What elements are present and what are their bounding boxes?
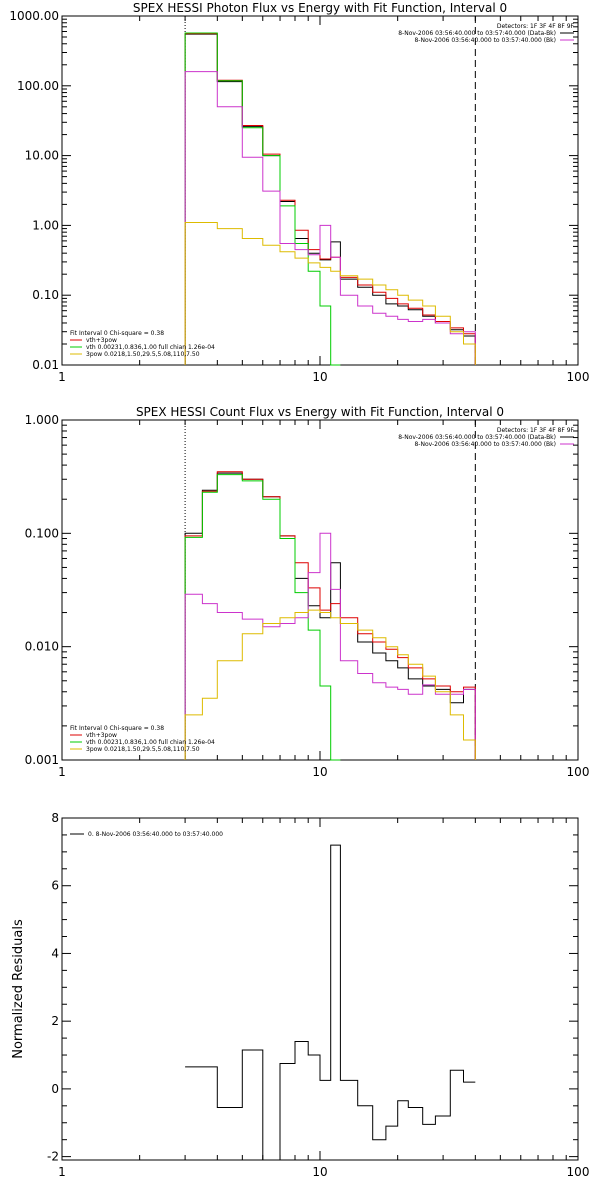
- x-tick-label: 100: [567, 370, 590, 384]
- series-line: [184, 222, 476, 365]
- legend-bottom-text: vth+3pow: [86, 337, 117, 344]
- y-tick-label: 1.000: [25, 413, 59, 427]
- y-tick-label: -2: [47, 1150, 59, 1164]
- legend-bottom-text: 3pow 0.0218,1.50,29.5,5.08,110,7.50: [86, 746, 200, 753]
- y-tick-label: 10.00: [25, 149, 59, 163]
- y-tick-label: 0.001: [25, 753, 59, 767]
- series-line: [184, 532, 476, 760]
- y-tick-label: 8: [51, 811, 59, 825]
- legend-top-text: 8-Nov-2006 03:56:40.000 to 03:57:40.000 …: [414, 441, 556, 448]
- y-tick-label: 0: [51, 1082, 59, 1096]
- residuals-chart: Normalized Residuals 1 10 100 -2 0 2 4 6 8 0. 8-No…: [11, 811, 589, 1179]
- legend-bottom-text: 3pow 0.0218,1.50,29.5,5.08,110,7.50: [86, 351, 200, 358]
- x-tick-label: 1: [58, 765, 66, 779]
- chart-title: SPEX HESSI Count Flux vs Energy with Fit…: [136, 405, 504, 419]
- count-flux-chart: SPEX HESSI Count Flux vs Energy with Fit…: [25, 405, 590, 779]
- legend-top-text: 8-Nov-2006 03:56:40.000 to 03:57:40.000 …: [398, 30, 556, 37]
- legend-bottom-text: vth 0.00231,0.836,1.00 full chian 1.26e-…: [86, 344, 215, 351]
- legend-top-text: 8-Nov-2006 03:56:40.000 to 03:57:40.000 …: [414, 37, 556, 44]
- y-axis-label: Normalized Residuals: [11, 919, 26, 1059]
- plot-frame: [61, 15, 579, 366]
- y-tick-label: 4: [51, 946, 59, 960]
- series-line: [185, 844, 476, 1161]
- series-line: [184, 32, 341, 366]
- y-tick-label: 0.010: [25, 640, 59, 654]
- legend-bottom-text: Fit Interval 0 Chi-square = 0.38: [70, 725, 164, 732]
- plot-frame: [61, 817, 579, 1161]
- x-tick-label: 10: [312, 765, 327, 779]
- y-tick-label: 0.100: [25, 526, 59, 540]
- y-tick-label: 0.01: [32, 358, 59, 372]
- legend-text: 0. 8-Nov-2006 03:56:40.000 to 03:57:40.0…: [88, 831, 223, 838]
- x-tick-label: 1: [58, 370, 66, 384]
- x-tick-label: 100: [567, 765, 590, 779]
- legend-top-text: Detectors: 1F 3F 4F 8F 9F: [497, 427, 575, 434]
- y-tick-label: 0.10: [32, 288, 59, 302]
- y-tick-label: 2: [51, 1014, 59, 1028]
- x-tick-label: 10: [312, 1165, 327, 1179]
- legend-top-text: 8-Nov-2006 03:56:40.000 to 03:57:40.000 …: [398, 434, 556, 441]
- y-tick-label: 1.00: [32, 218, 59, 232]
- x-tick-label: 1: [58, 1165, 66, 1179]
- y-tick-label: 6: [51, 879, 59, 893]
- x-tick-label: 100: [567, 1165, 590, 1179]
- series-line: [184, 609, 476, 760]
- x-tick-label: 10: [312, 370, 327, 384]
- plot-frame: [61, 419, 579, 761]
- photon-flux-chart: SPEX HESSI Photon Flux vs Energy with Fi…: [9, 1, 589, 384]
- chart-title: SPEX HESSI Photon Flux vs Energy with Fi…: [133, 1, 507, 15]
- y-tick-label: 1000.00: [9, 9, 59, 23]
- series-line: [184, 71, 476, 365]
- legend-bottom-text: Fit Interval 0 Chi-square = 0.38: [70, 330, 164, 337]
- y-tick-label: 100.00: [17, 79, 59, 93]
- legend-bottom-text: vth+3pow: [86, 732, 117, 739]
- legend-top-text: Detectors: 1F 3F 4F 8F 9F: [497, 23, 575, 30]
- series-line: [184, 474, 341, 761]
- legend-bottom-text: vth 0.00231,0.836,1.00 full chian 1.26e-…: [86, 739, 215, 746]
